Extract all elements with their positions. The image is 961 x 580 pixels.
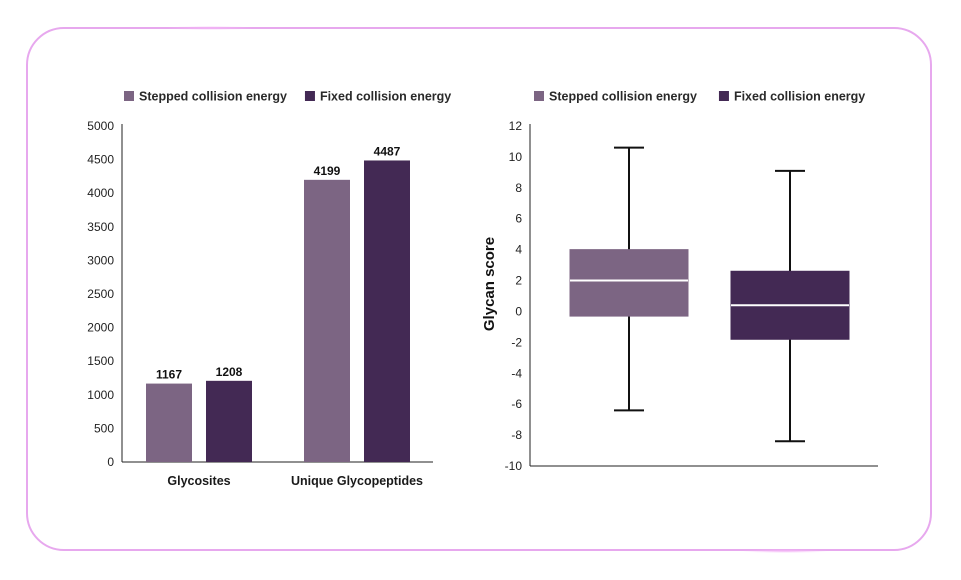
y-tick-label: 500	[94, 421, 114, 435]
y-tick-label: 12	[509, 119, 523, 133]
legend-swatch-fixed	[718, 91, 729, 101]
bar-stepped-glycosites	[146, 383, 192, 462]
y-tick-label: 8	[515, 181, 522, 195]
y-tick-label: 4	[515, 243, 522, 257]
y-tick-label: 0	[107, 455, 114, 469]
legend-label-fixed: Fixed collision energy	[320, 90, 451, 104]
y-tick-label: 3000	[87, 253, 114, 267]
bar-fixed-unique-glycopeptides	[364, 160, 410, 462]
x-category-label: Glycosites	[167, 474, 230, 488]
y-tick-label: 1000	[87, 388, 114, 402]
y-tick-label: -4	[511, 366, 522, 380]
y-tick-label: 4500	[87, 153, 114, 167]
y-tick-label: -2	[511, 335, 522, 349]
y-tick-label: 5000	[87, 119, 114, 133]
y-tick-label: -8	[511, 428, 522, 442]
bar-value-label: 4487	[374, 144, 401, 158]
y-tick-label: -6	[511, 397, 522, 411]
frame-glow-bottom	[740, 549, 830, 553]
y-tick-label: 1500	[87, 354, 114, 368]
y-tick-label: -10	[505, 459, 523, 473]
x-category-label: Unique Glycopeptides	[291, 474, 423, 488]
y-tick-label: 3500	[87, 220, 114, 234]
y-tick-label: 2000	[87, 321, 114, 335]
legend-swatch-stepped	[534, 91, 544, 101]
legend-swatch-fixed	[304, 91, 315, 101]
bar-value-label: 1208	[216, 365, 243, 379]
legend-swatch-stepped	[124, 91, 134, 101]
y-tick-label: 6	[515, 212, 522, 226]
bar-value-label: 1167	[156, 368, 182, 382]
y-tick-label: 10	[509, 150, 523, 164]
legend-label-stepped: Stepped collision energy	[139, 90, 287, 104]
y-tick-label: 2	[515, 274, 522, 288]
y-axis-title: Glycan score	[481, 237, 498, 331]
bar-stepped-unique-glycopeptides	[304, 179, 350, 462]
y-tick-label: 0	[515, 304, 522, 318]
y-tick-label: 2500	[87, 287, 114, 301]
box-stepped	[569, 249, 689, 317]
bar-value-label: 4199	[314, 164, 341, 178]
legend-label-stepped: Stepped collision energy	[549, 90, 697, 104]
bar-fixed-glycosites	[206, 380, 252, 462]
y-tick-label: 4000	[87, 186, 114, 200]
frame-glow-top	[165, 26, 255, 30]
legend-label-fixed: Fixed collision energy	[734, 90, 865, 104]
